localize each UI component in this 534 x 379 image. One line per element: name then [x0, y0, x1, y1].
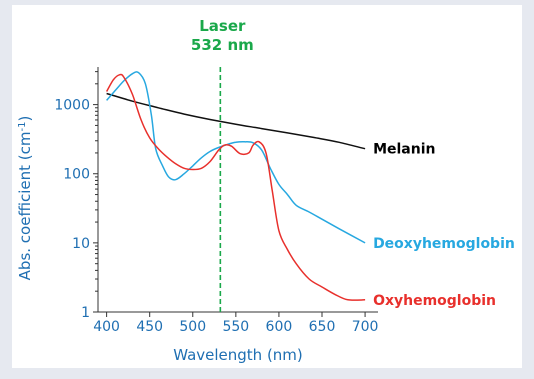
x-tick-label: 500: [179, 319, 206, 335]
laser-label: Laser: [199, 17, 246, 35]
y-tick-label: 1000: [54, 98, 90, 114]
y-axis-title-tail: ): [16, 116, 34, 122]
x-axis-title: Wavelength (nm): [173, 346, 303, 364]
oxyhemoglobin-line: [105, 73, 366, 301]
melanin-label: Melanin: [373, 142, 435, 158]
oxyhemoglobin-label: Oxyhemoglobin: [373, 293, 496, 309]
y-tick-label: 1: [81, 305, 90, 321]
y-axis-title: Abs. coefficient (cm-1): [16, 116, 34, 281]
series-labels: Melanin Deoxyhemoglobin Oxyhemoglobin: [373, 142, 515, 309]
y-tick-label: 100: [63, 167, 90, 183]
x-tick-label: 400: [93, 319, 120, 335]
deoxyhemoglobin-label: Deoxyhemoglobin: [373, 236, 515, 252]
x-tick-label: 550: [222, 319, 249, 335]
x-tick-label: 450: [136, 319, 163, 335]
melanin-line: [106, 92, 366, 150]
series-group: [105, 71, 366, 301]
axes: 400 450 500 550 600 650 700 1 10 100 1000: [54, 67, 378, 335]
x-tick-label: 600: [266, 319, 293, 335]
absorption-chart: 400 450 500 550 600 650 700 1 10 100 1000 Laser532…: [16, 17, 515, 364]
x-tick-label: 650: [309, 319, 336, 335]
deoxyhemoglobin-line: [106, 71, 366, 244]
laser-wavelength-label: 532 nm: [191, 36, 254, 54]
y-tick-label: 10: [72, 236, 90, 252]
y-axis-title-superscript: -1: [17, 122, 28, 132]
chart-card: 400 450 500 550 600 650 700 1 10 100 1000 Laser 532…: [12, 5, 522, 368]
y-axis-title-main: Abs. coefficient (cm: [16, 132, 34, 281]
x-tick-label: 700: [352, 319, 379, 335]
